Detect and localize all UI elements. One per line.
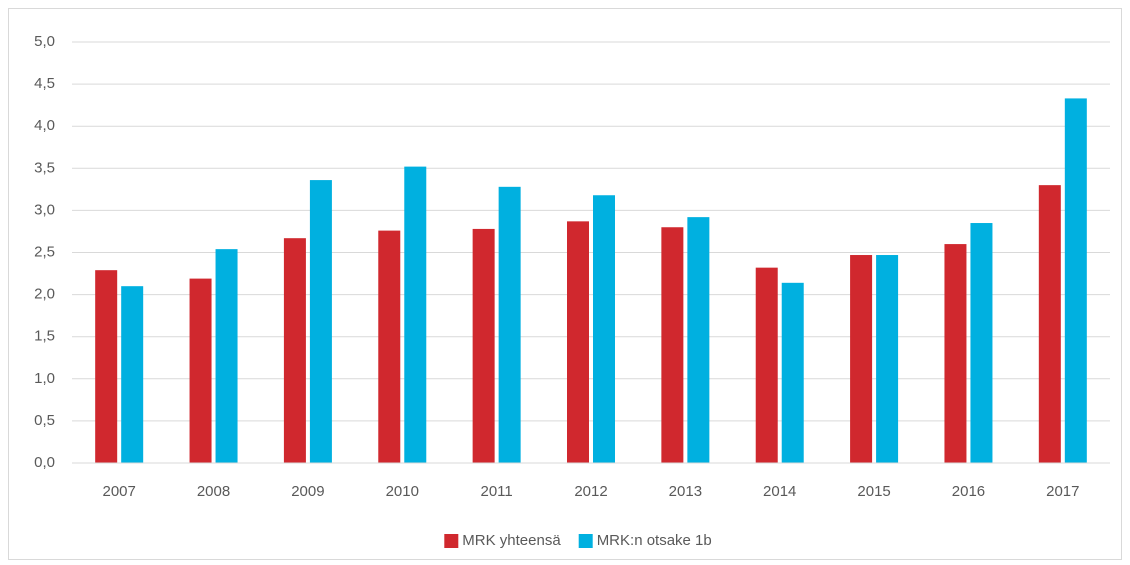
- bar: [1064, 98, 1087, 463]
- bar: [283, 238, 306, 463]
- bar: [781, 282, 804, 463]
- y-tick-label: 3,5: [34, 159, 55, 176]
- legend-label: MRK:n otsake 1b: [597, 532, 712, 549]
- x-tick-label: 2014: [763, 483, 796, 500]
- bar: [309, 180, 332, 463]
- bar: [404, 166, 427, 463]
- y-tick-label: 1,0: [34, 370, 55, 387]
- bar: [755, 267, 778, 463]
- bar: [876, 255, 899, 463]
- y-tick-label: 0,5: [34, 412, 55, 429]
- y-tick-label: 0,0: [34, 454, 55, 471]
- bar: [593, 195, 615, 463]
- y-tick-label: 2,0: [34, 286, 55, 303]
- x-tick-label: 2009: [291, 483, 324, 500]
- bar: [970, 223, 993, 463]
- bar: [850, 255, 873, 463]
- y-tick-label: 2,5: [34, 243, 55, 260]
- x-tick-label: 2008: [197, 483, 230, 500]
- legend-label: MRK yhteensä: [462, 532, 561, 549]
- x-tick-label: 2017: [1046, 483, 1079, 500]
- legend-swatch: [444, 534, 459, 548]
- bar: [1038, 185, 1061, 463]
- y-tick-label: 4,0: [34, 117, 55, 134]
- x-tick-label: 2012: [574, 483, 607, 500]
- bar: [661, 227, 684, 463]
- bar: [95, 270, 118, 463]
- x-tick-label: 2015: [857, 483, 890, 500]
- y-tick-label: 4,5: [34, 75, 55, 92]
- bar: [472, 228, 495, 463]
- y-tick-label: 3,0: [34, 201, 55, 218]
- x-tick-label: 2010: [386, 483, 419, 500]
- bar: [944, 244, 967, 463]
- y-tick-label: 5,0: [34, 33, 55, 50]
- bar: [498, 186, 521, 463]
- bar: [378, 230, 401, 463]
- bar: [189, 278, 212, 463]
- x-tick-label: 2016: [952, 483, 985, 500]
- x-tick-label: 2013: [669, 483, 702, 500]
- x-tick-label: 2007: [102, 483, 135, 500]
- bar: [567, 221, 589, 463]
- bar: [687, 217, 710, 463]
- bar: [121, 286, 144, 463]
- x-tick-label: 2011: [481, 483, 513, 500]
- legend-swatch: [578, 534, 593, 548]
- y-tick-label: 1,5: [34, 328, 55, 345]
- bar: [215, 249, 238, 463]
